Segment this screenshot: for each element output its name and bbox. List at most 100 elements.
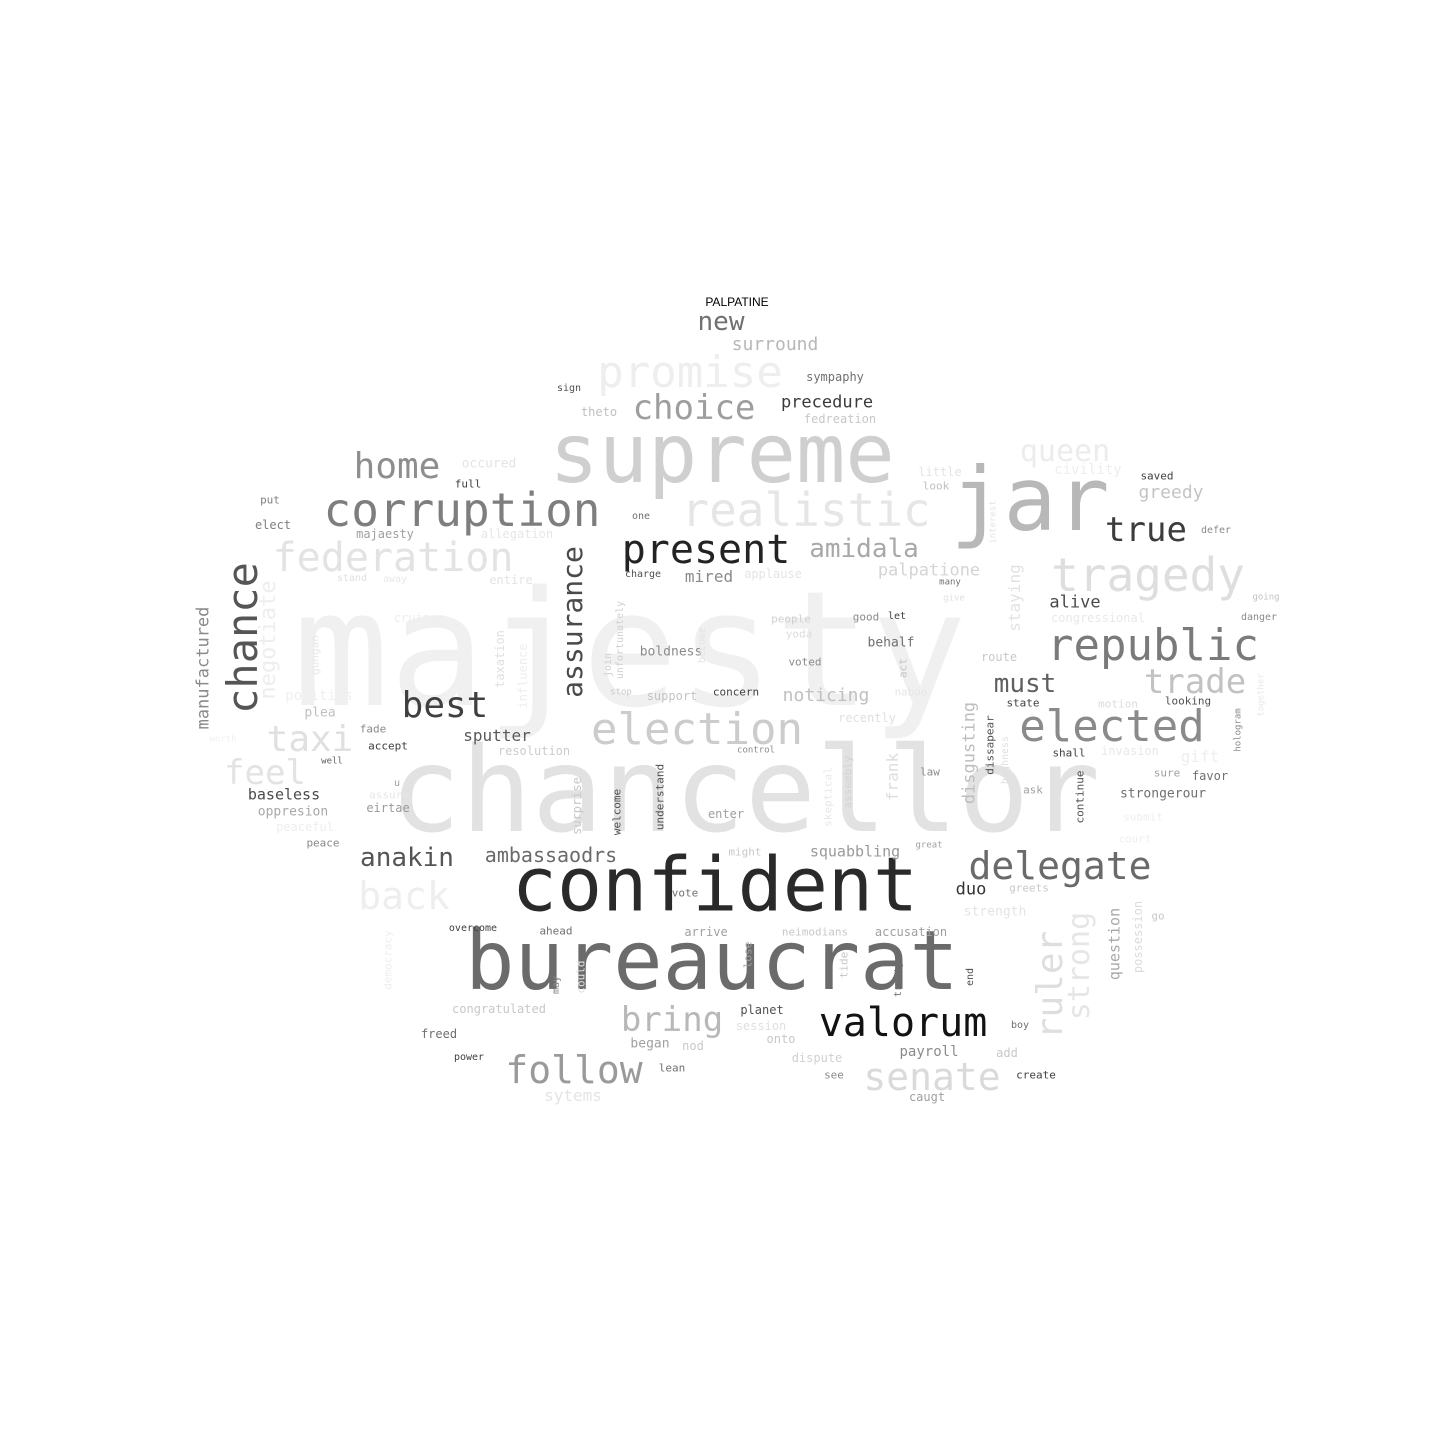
word-sputter: sputter	[463, 726, 531, 745]
word-route: route	[980, 650, 1018, 664]
word-assembly: assembly	[841, 755, 855, 809]
word-let: let	[887, 611, 907, 622]
word-control: control	[737, 745, 775, 756]
word-understand: understand	[653, 763, 667, 831]
word-true: true	[1105, 510, 1187, 550]
word-palpatione: palpatione	[877, 560, 981, 581]
word-ahead: ahead	[539, 924, 573, 938]
word-great: great	[915, 840, 943, 851]
word-greets: greets	[1009, 881, 1049, 895]
word-sure: sure	[1153, 766, 1181, 780]
word-ask: ask	[1023, 783, 1043, 797]
word-fedreation: fedreation	[803, 412, 877, 426]
word-lean: lean	[658, 1061, 686, 1075]
word-interest: interest	[988, 500, 999, 544]
word-politics: politics	[285, 688, 353, 704]
word-entire: entire	[489, 573, 533, 587]
word-home: home	[353, 446, 441, 487]
word-accusation: accusation	[874, 925, 948, 939]
word-voted: voted	[788, 655, 822, 669]
word-democracy: democracy	[381, 930, 395, 990]
word-continue: continue	[1073, 770, 1087, 824]
word-anakin: anakin	[360, 843, 454, 873]
word-skeptical: skeptical	[821, 767, 835, 827]
word-nod: nod	[682, 1039, 704, 1053]
word-look: look	[922, 479, 950, 493]
word-question: question	[1105, 907, 1124, 981]
word-vote: vote	[671, 886, 699, 900]
word-might: might	[728, 845, 762, 859]
word-defer: defer	[1200, 525, 1232, 536]
word-lose: lose	[741, 941, 755, 969]
word-boy: boy	[1010, 1020, 1030, 1031]
word-well: well	[321, 756, 343, 767]
word-senate: senate	[863, 1055, 1001, 1099]
word-recently: recently	[838, 711, 896, 725]
word-could: could	[574, 960, 588, 994]
word-enter: enter	[707, 807, 745, 821]
word-present: present	[621, 527, 791, 573]
word-create: create	[1016, 1068, 1056, 1082]
word-see: see	[824, 1068, 844, 1082]
word-little: little	[918, 465, 962, 479]
word-began: began	[630, 1036, 670, 1052]
word-strong: strong	[1062, 911, 1097, 1021]
word-theto: theto	[580, 405, 618, 419]
word-peaceful: peaceful	[276, 820, 334, 834]
word-invasion: invasion	[1101, 744, 1159, 758]
word-favor: favor	[1191, 769, 1229, 783]
word-welcome: welcome	[610, 788, 624, 836]
word-occured: occured	[461, 456, 517, 472]
word-assurance: assurance	[556, 546, 589, 698]
word-give: give	[943, 593, 965, 604]
word-good: good	[852, 610, 880, 624]
word-chancellor: chancellor	[389, 721, 1101, 859]
word-people: people	[771, 612, 811, 626]
word-full: full	[454, 477, 482, 491]
word-overcome: overcome	[448, 923, 498, 934]
word-sytems: sytems	[544, 1086, 602, 1105]
word-jar: jar	[950, 448, 1110, 551]
word-feel: feel	[224, 753, 306, 793]
word-gungan: gungan	[308, 635, 322, 675]
word-become: become	[697, 626, 708, 664]
word-state: state	[1006, 696, 1040, 710]
word-greedy: greedy	[1138, 482, 1204, 503]
word-motion: motion	[1098, 697, 1138, 711]
word-elect: elect	[254, 518, 292, 532]
word-squabbling: squabbling	[809, 842, 901, 861]
word-end: end	[965, 967, 976, 987]
word-possession: possession	[1131, 900, 1145, 974]
word-plea: plea	[304, 705, 336, 721]
word-negotiate: negotiate	[256, 580, 281, 700]
word-strongerour: strongerour	[1119, 786, 1207, 802]
word-accept: accept	[368, 739, 408, 753]
word-applause: applause	[744, 567, 802, 581]
word-civility: civility	[1054, 462, 1122, 478]
word-resolution: resolution	[497, 744, 571, 758]
word-noticing: noticing	[782, 685, 870, 706]
word-tragedy: tragedy	[1051, 548, 1245, 602]
word-boldness: boldness	[639, 644, 703, 660]
word-supreme: supreme	[549, 407, 895, 502]
word-power: power	[453, 1052, 485, 1063]
word-away: away	[382, 574, 408, 585]
word-peace: peace	[306, 836, 340, 850]
word-behalf: behalf	[867, 635, 915, 651]
word-dispute: dispute	[791, 1051, 843, 1065]
word-together: together	[1256, 673, 1267, 717]
word-planet: planet	[740, 1003, 784, 1017]
word-valorum: valorum	[818, 1000, 988, 1046]
word-amidala: amidala	[809, 534, 919, 564]
word-surprise: surprise	[570, 777, 584, 835]
word-go: go	[1151, 909, 1165, 923]
word-congratulated: congratulated	[452, 1002, 546, 1016]
word-looking: looking	[1164, 694, 1212, 708]
word-strength: strength	[963, 904, 1027, 920]
word-yoda: yoda	[785, 627, 813, 641]
word-stand: stand	[336, 573, 368, 584]
word-baseless: baseless	[247, 785, 321, 804]
word-congressional: congressional	[1051, 611, 1145, 625]
word-mired: mired	[684, 567, 734, 586]
